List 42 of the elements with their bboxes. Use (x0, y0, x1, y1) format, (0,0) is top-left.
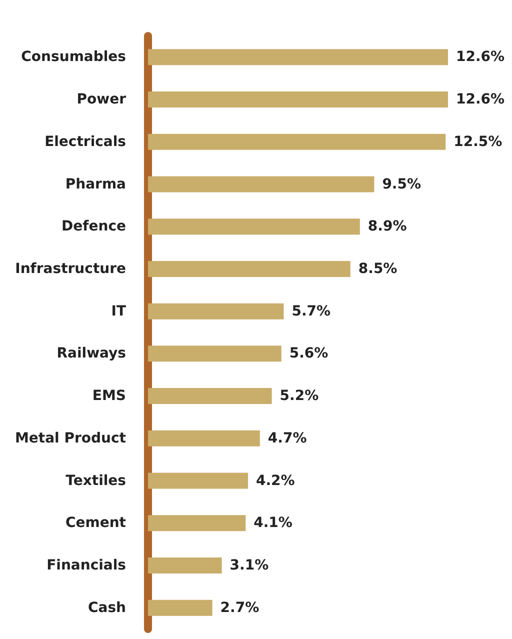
data-label: 9.5% (382, 176, 422, 192)
y-tick-label: Cash (88, 600, 126, 616)
bar (148, 515, 246, 532)
y-tick-label: Power (76, 92, 126, 108)
y-tick-label: Railways (56, 346, 126, 362)
bar (148, 388, 272, 404)
data-label: 4.7% (268, 430, 307, 446)
data-label: 8.9% (368, 218, 407, 235)
y-tick-label: Financials (46, 557, 126, 574)
data-label: 4.2% (256, 472, 295, 489)
bar (148, 260, 350, 277)
bar (148, 557, 222, 574)
bar (148, 176, 374, 192)
y-tick-label: Electricals (44, 134, 126, 150)
data-label: 12.5% (454, 134, 502, 150)
data-label: 5.7% (292, 303, 331, 320)
data-label: 4.1% (254, 515, 292, 532)
bar (148, 346, 282, 362)
y-tick-label: EMS (92, 388, 126, 404)
bar (148, 600, 212, 616)
data-label: 8.5% (358, 260, 398, 277)
y-tick-label: Pharma (65, 176, 126, 192)
y-tick-label: Consumables (21, 49, 126, 66)
bar (148, 49, 448, 66)
y-tick-label: Textiles (66, 472, 126, 489)
bar (148, 430, 260, 446)
bar (148, 303, 284, 320)
data-label: 12.6% (456, 92, 505, 108)
y-tick-label: Cement (65, 515, 126, 532)
data-label: 2.7% (220, 600, 260, 616)
bar (148, 134, 446, 150)
data-label: 12.6% (456, 49, 505, 66)
y-tick-label: Defence (62, 218, 126, 235)
data-label: 5.6% (289, 346, 328, 362)
y-tick-label: Infrastructure (15, 260, 126, 277)
data-label: 5.2% (280, 388, 319, 404)
bar (148, 218, 360, 235)
bar (148, 472, 248, 489)
y-tick-label: Metal Product (14, 430, 126, 446)
data-label: 3.1% (230, 557, 269, 574)
bar (148, 92, 448, 108)
y-tick-label: IT (111, 303, 126, 320)
